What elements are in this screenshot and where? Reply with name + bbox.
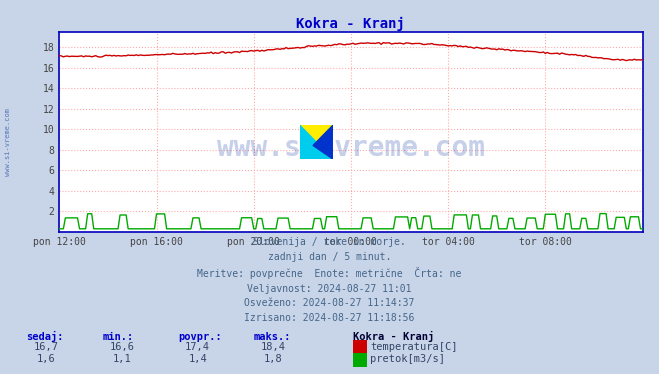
Text: 1,4: 1,4 <box>188 354 207 364</box>
Text: 18,4: 18,4 <box>261 343 286 352</box>
Text: www.si-vreme.com: www.si-vreme.com <box>217 134 485 162</box>
Polygon shape <box>300 125 333 159</box>
Polygon shape <box>300 125 333 159</box>
Text: www.si-vreme.com: www.si-vreme.com <box>5 108 11 176</box>
Text: pretok[m3/s]: pretok[m3/s] <box>370 355 445 364</box>
Text: Slovenija / reke in morje.
zadnji dan / 5 minut.
Meritve: povprečne  Enote: metr: Slovenija / reke in morje. zadnji dan / … <box>197 237 462 323</box>
Text: 1,8: 1,8 <box>264 354 283 364</box>
Title: Kokra - Kranj: Kokra - Kranj <box>297 16 405 31</box>
Text: sedaj:: sedaj: <box>26 331 64 341</box>
Text: 16,7: 16,7 <box>34 343 59 352</box>
Text: min.:: min.: <box>102 332 133 341</box>
Text: 16,6: 16,6 <box>109 343 134 352</box>
Polygon shape <box>313 125 333 159</box>
Text: 1,6: 1,6 <box>37 354 55 364</box>
Text: temperatura[C]: temperatura[C] <box>370 342 458 352</box>
Text: maks.:: maks.: <box>254 332 291 341</box>
Text: 1,1: 1,1 <box>113 354 131 364</box>
Text: Kokra - Kranj: Kokra - Kranj <box>353 331 434 341</box>
Text: 17,4: 17,4 <box>185 343 210 352</box>
Text: povpr.:: povpr.: <box>178 332 221 341</box>
